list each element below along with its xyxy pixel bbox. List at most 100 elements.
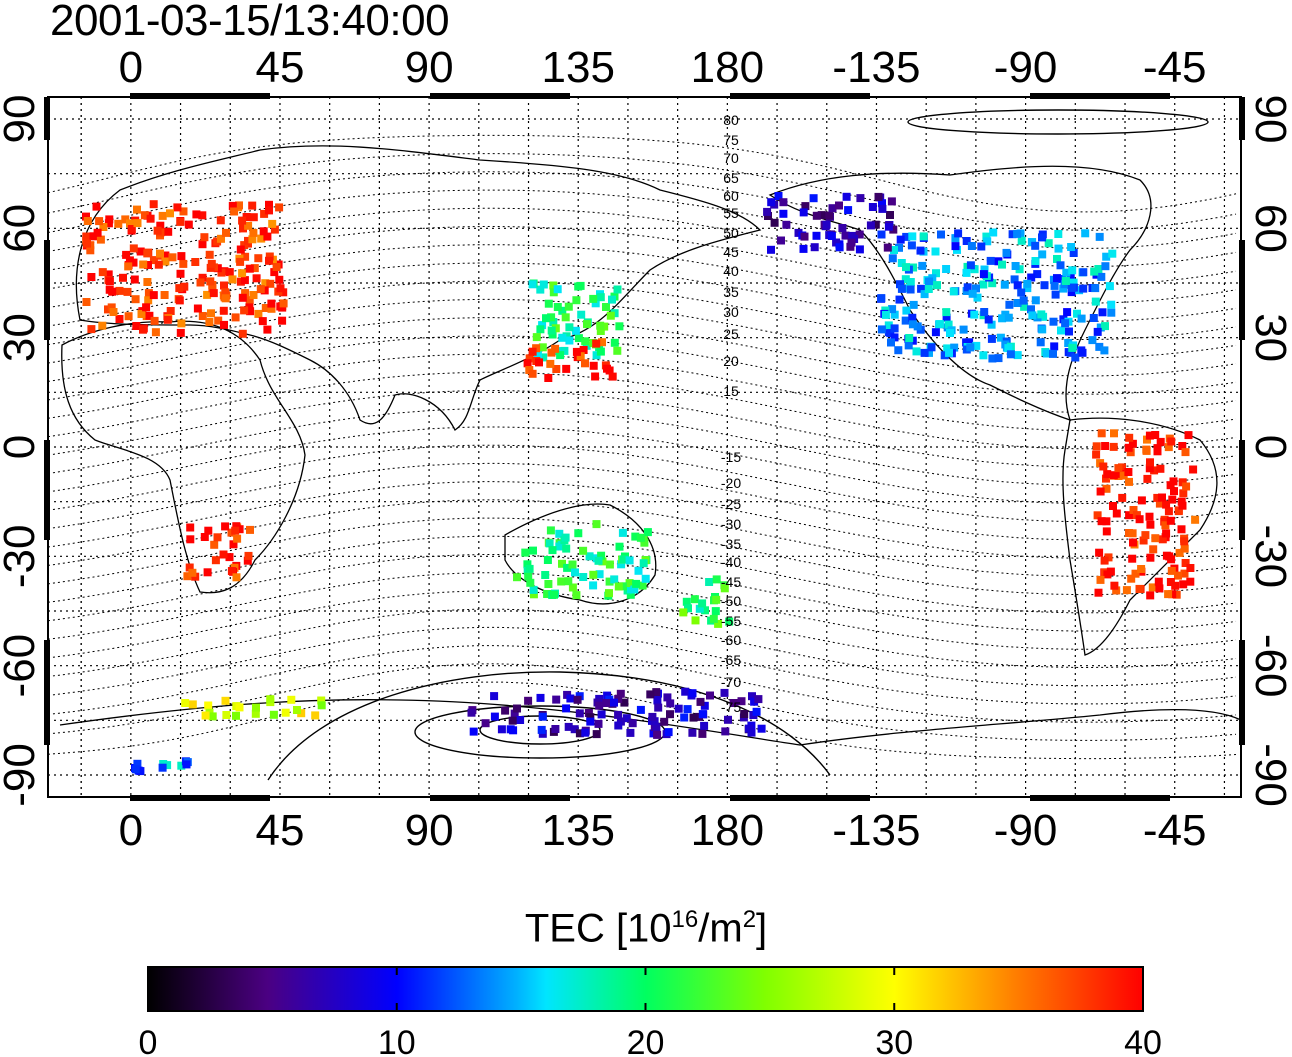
tec-cell bbox=[690, 595, 699, 604]
tec-cell bbox=[729, 699, 738, 707]
tec-cell bbox=[115, 286, 124, 295]
tec-cell bbox=[144, 261, 152, 269]
tec-cell bbox=[1050, 281, 1059, 290]
tec-cell bbox=[562, 332, 571, 341]
tec-cell bbox=[270, 268, 279, 277]
tec-cell bbox=[1125, 433, 1134, 442]
tec-cell bbox=[799, 208, 808, 217]
tec-cell bbox=[1073, 309, 1081, 318]
tec-cell bbox=[916, 246, 925, 255]
tec-cell bbox=[989, 228, 998, 237]
tec-cell bbox=[1109, 471, 1118, 480]
tec-cell bbox=[908, 313, 917, 322]
left-latitude-tick-label: 0 bbox=[0, 435, 44, 459]
tec-cell bbox=[639, 559, 648, 568]
tec-cell bbox=[1061, 319, 1070, 328]
tec-cell bbox=[884, 222, 893, 231]
tec-cell bbox=[1148, 583, 1157, 592]
tec-cell bbox=[1031, 241, 1040, 250]
top-frame-segment bbox=[130, 93, 270, 99]
tec-cell bbox=[1124, 443, 1133, 452]
right-latitude-tick-label: -30 bbox=[1246, 525, 1292, 589]
tec-cell bbox=[679, 608, 688, 617]
left-latitude-tick-label: 90 bbox=[0, 95, 44, 144]
tec-cell bbox=[1068, 343, 1077, 352]
magnetic-latitude-label: -75 bbox=[721, 699, 741, 715]
tec-cell bbox=[240, 241, 249, 250]
tec-cell bbox=[183, 572, 192, 581]
tec-cell bbox=[763, 207, 772, 216]
tec-cell bbox=[757, 724, 766, 733]
tec-cell bbox=[908, 232, 917, 241]
tec-cell bbox=[568, 560, 577, 569]
tec-cell bbox=[1091, 284, 1100, 293]
tec-cell bbox=[227, 567, 236, 575]
tec-cell bbox=[249, 228, 258, 237]
tec-cell bbox=[144, 296, 153, 305]
magnetic-latitude-label: 40 bbox=[723, 263, 739, 279]
tec-cell bbox=[648, 712, 657, 721]
tec-cell bbox=[570, 725, 579, 734]
tec-cell bbox=[222, 711, 231, 719]
tec-cell bbox=[582, 341, 591, 350]
tec-cell bbox=[186, 523, 195, 532]
tec-cell bbox=[217, 234, 225, 243]
magnetic-latitude-line bbox=[48, 408, 1237, 486]
tec-cell bbox=[133, 205, 141, 214]
top-longitude-tick-label: 90 bbox=[405, 43, 454, 92]
tec-cell bbox=[248, 201, 257, 210]
tec-cell bbox=[855, 230, 864, 239]
bottom-longitude-tick-label: 0 bbox=[119, 806, 143, 855]
tec-cell bbox=[546, 526, 555, 535]
tec-cell bbox=[1102, 517, 1111, 526]
tec-cell bbox=[1110, 429, 1118, 438]
tec-cell bbox=[1179, 489, 1188, 498]
right-latitude-tick-label: 30 bbox=[1246, 313, 1292, 362]
tec-cell bbox=[634, 566, 643, 575]
tec-cell bbox=[895, 243, 903, 252]
tec-cell bbox=[1174, 571, 1182, 580]
tec-cell bbox=[838, 224, 847, 232]
tec-cell bbox=[721, 727, 730, 736]
tec-cell bbox=[632, 579, 641, 588]
tec-cell bbox=[1038, 325, 1047, 334]
tec-cell bbox=[561, 313, 570, 322]
tec-cell bbox=[114, 219, 123, 228]
tec-cell bbox=[1112, 586, 1121, 595]
tec-cell bbox=[269, 710, 278, 719]
tec-cell bbox=[616, 689, 625, 698]
tec-cell bbox=[905, 334, 914, 342]
tec-cell bbox=[979, 280, 988, 289]
colorbar-tick-label: 10 bbox=[378, 1024, 416, 1057]
tec-cell bbox=[132, 322, 141, 330]
tec-data-cells bbox=[82, 192, 1200, 776]
tec-cell bbox=[1179, 580, 1188, 589]
tec-cell bbox=[1170, 487, 1178, 496]
tec-cell bbox=[750, 697, 759, 706]
tec-cell bbox=[996, 333, 1005, 342]
tec-cell bbox=[1129, 506, 1138, 514]
tec-cell bbox=[1184, 431, 1193, 440]
colorbar-label-exponent-2: 2 bbox=[742, 906, 757, 933]
tec-cell bbox=[625, 579, 634, 588]
tec-cell bbox=[549, 281, 558, 290]
tec-cell bbox=[198, 312, 207, 320]
tec-cell bbox=[724, 715, 732, 724]
right-frame-segment bbox=[1239, 97, 1245, 140]
tec-cell bbox=[1027, 273, 1036, 282]
tec-cell bbox=[1105, 282, 1114, 291]
tec-cell bbox=[949, 287, 958, 296]
tec-cell bbox=[1177, 497, 1186, 506]
tec-cell bbox=[225, 268, 234, 277]
tec-cell bbox=[579, 546, 588, 555]
bottom-frame-segment bbox=[1030, 795, 1170, 801]
tec-cell bbox=[241, 289, 250, 298]
tec-cell bbox=[674, 704, 683, 713]
tec-cell bbox=[539, 280, 548, 289]
tec-cell bbox=[1146, 553, 1155, 562]
tec-cell bbox=[539, 353, 548, 362]
magnetic-latitude-label: -35 bbox=[721, 536, 741, 552]
tec-cell bbox=[1000, 280, 1009, 289]
magnetic-latitude-line bbox=[48, 626, 1237, 705]
tec-cell bbox=[1180, 544, 1189, 553]
